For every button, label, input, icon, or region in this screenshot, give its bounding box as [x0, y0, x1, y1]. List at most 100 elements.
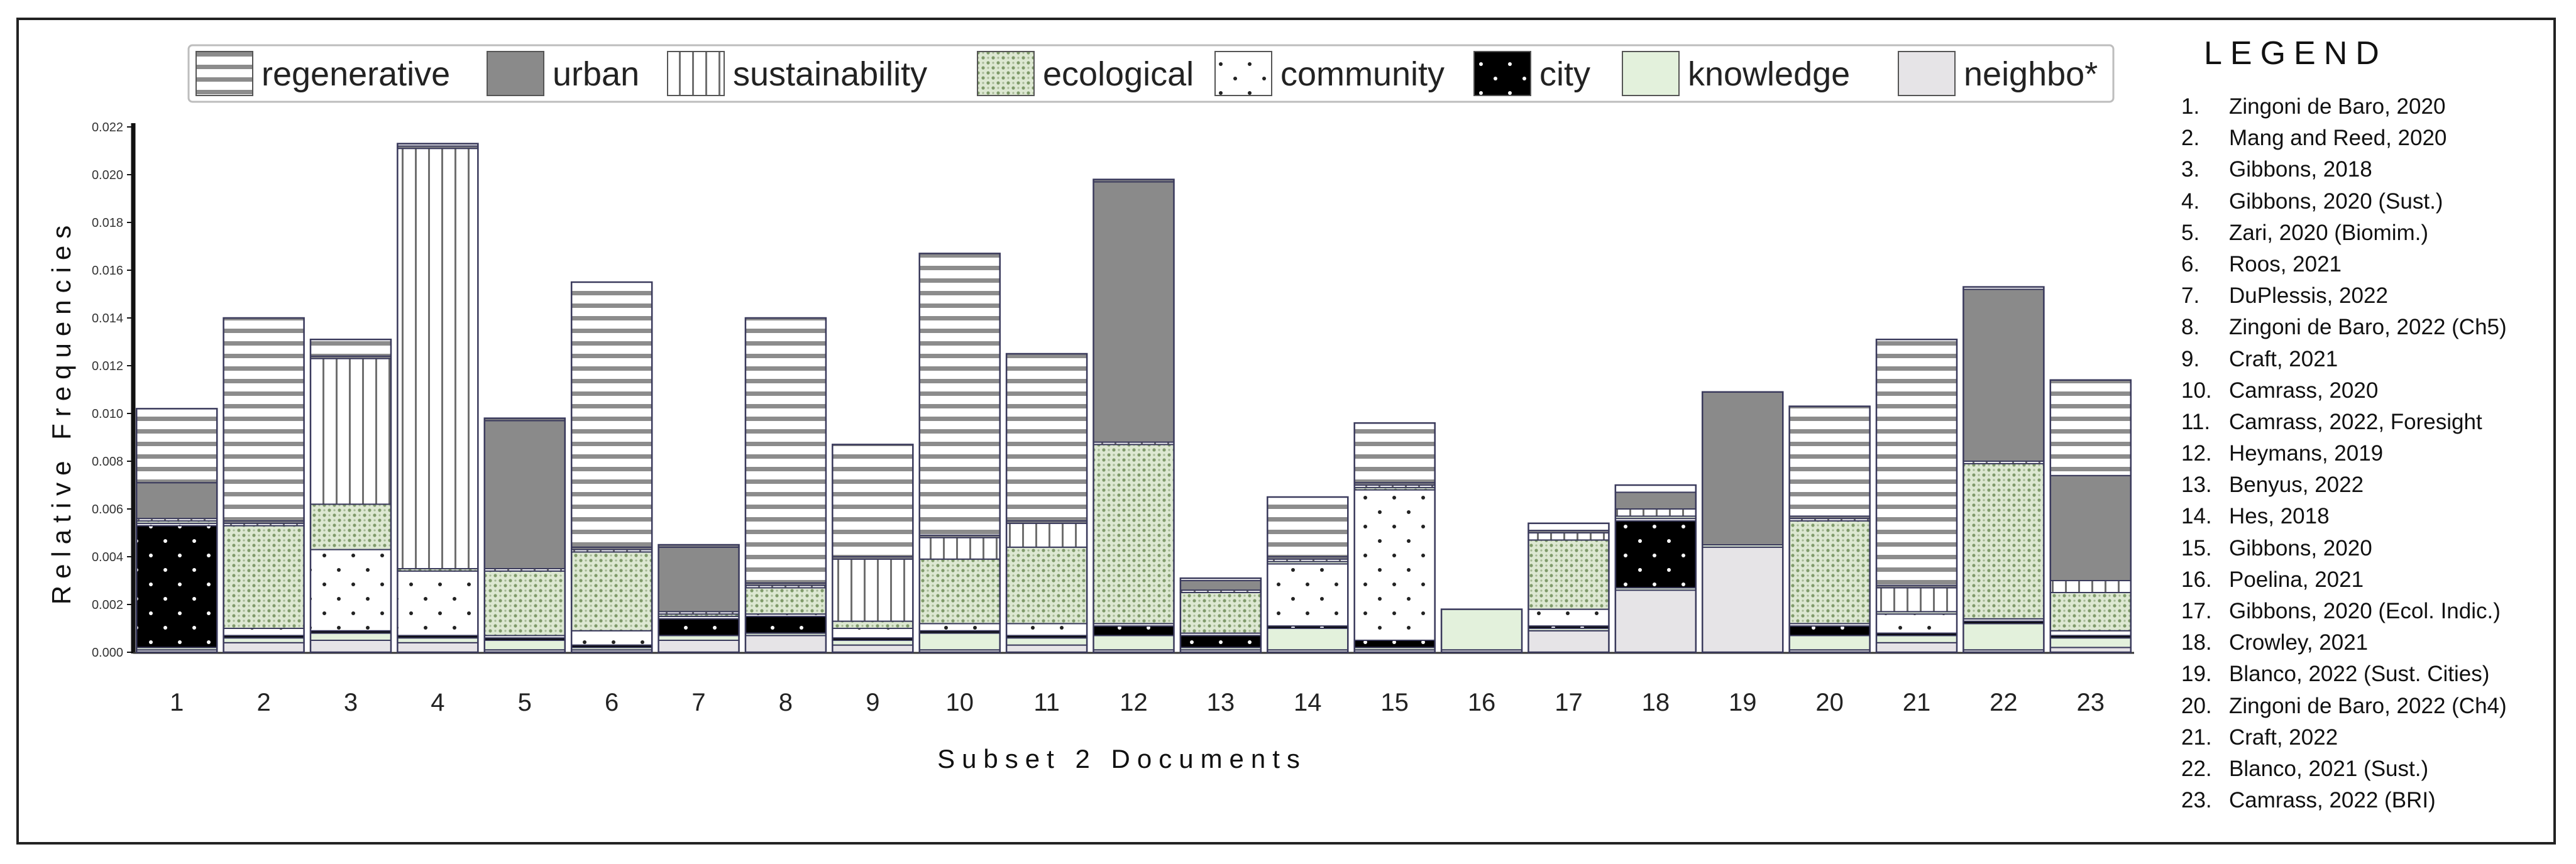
- bar-outline-11: [1005, 353, 1088, 653]
- bar-15-regenerative: [1353, 422, 1436, 484]
- bar-outline-22: [1962, 286, 2045, 653]
- series-legend: regenerative urban sustainability ecologica…: [187, 44, 2115, 103]
- bar-17-regenerative: [1527, 522, 1610, 532]
- bar-outline-14: [1267, 496, 1349, 653]
- bar-outline-23: [2049, 379, 2132, 653]
- bar-8-regenerative: [744, 317, 827, 584]
- bar-3-ecological: [309, 503, 392, 550]
- legend-label-urban: urban: [553, 55, 639, 93]
- bar-1-regenerative: [136, 408, 218, 484]
- legend-swatch-regenerative: [195, 51, 253, 96]
- x-tick-label: 11: [1033, 689, 1060, 716]
- reference-item-number: 13.: [2181, 473, 2212, 498]
- reference-item: 12. Heymans, 2019: [2169, 438, 2558, 469]
- reference-item-text: Zingoni de Baro, 2022 (Ch4): [2229, 693, 2507, 718]
- reference-item-number: 18.: [2181, 630, 2212, 655]
- bar-stack-19: [1701, 391, 1784, 653]
- bar-outline-3: [309, 338, 392, 653]
- bar-stack-13: [1179, 577, 1262, 653]
- reference-item-text: Craft, 2021: [2229, 346, 2338, 371]
- reference-item-text: Zingoni de Baro, 2022 (Ch5): [2229, 315, 2507, 340]
- bar-stack-4: [397, 143, 479, 653]
- bar-2-ecological: [223, 525, 305, 629]
- reference-item-text: Poelina, 2021: [2229, 567, 2364, 592]
- bar-4-neighbo: [397, 642, 479, 653]
- bar-outline-10: [918, 253, 1001, 653]
- bar-stack-5: [483, 417, 566, 653]
- bar-stack-15: [1353, 422, 1436, 653]
- reference-item-text: Zingoni de Baro, 2020: [2229, 94, 2446, 119]
- reference-item-number: 12.: [2181, 441, 2212, 466]
- reference-item-text: Blanco, 2022 (Sust. Cities): [2229, 662, 2490, 687]
- reference-item: 2. Mang and Reed, 2020: [2169, 123, 2558, 154]
- reference-item-number: 22.: [2181, 756, 2212, 781]
- bar-8-city: [744, 616, 827, 634]
- reference-item-number: 11.: [2181, 409, 2211, 434]
- reference-item-text: Camrass, 2020: [2229, 378, 2379, 403]
- x-tick-label: 7: [691, 689, 705, 716]
- legend-label-sustainability: sustainability: [733, 55, 927, 93]
- reference-item-number: 10.: [2181, 378, 2212, 403]
- bar-7-city: [658, 618, 740, 637]
- reference-item-number: 1.: [2181, 94, 2200, 119]
- bar-23-regenerative: [2049, 379, 2132, 476]
- reference-item: 19. Blanco, 2022 (Sust. Cities): [2169, 659, 2558, 690]
- bar-3-regenerative: [309, 339, 392, 357]
- bar-23-sustainability: [2049, 580, 2132, 593]
- reference-item-number: 8.: [2181, 315, 2200, 340]
- bar-stack-3: [309, 338, 392, 653]
- bar-13-urban: [1179, 580, 1262, 591]
- bar-21-sustainability: [1876, 587, 1958, 613]
- bar-outline-8: [744, 317, 827, 653]
- bar-stack-10: [918, 253, 1001, 653]
- bar-outline-12: [1093, 178, 1175, 653]
- bar-18-regenerative: [1614, 484, 1697, 493]
- bar-1-city: [136, 525, 218, 648]
- bar-23-ecological: [2049, 592, 2132, 632]
- bar-2-knowledge: [223, 637, 305, 643]
- bar-outline-19: [1701, 391, 1784, 653]
- bar-16-knowledge: [1441, 608, 1523, 651]
- reference-item-number: 14.: [2181, 504, 2212, 529]
- bar-12-urban: [1093, 181, 1175, 443]
- figure-frame: [16, 18, 2556, 845]
- bar-10-knowledge: [918, 632, 1001, 651]
- reference-item-text: Roos, 2021: [2229, 251, 2342, 276]
- reference-item: 5. Zari, 2020 (Biomim.): [2169, 217, 2558, 249]
- legend-swatch-urban: [487, 51, 544, 96]
- bar-15-city: [1353, 640, 1436, 648]
- bar-7-knowledge: [658, 635, 740, 642]
- bar-14-community: [1267, 563, 1349, 627]
- bar-20-regenerative: [1788, 405, 1871, 517]
- bar-11-neighbo: [1006, 644, 1088, 653]
- bar-3-neighbo: [309, 640, 392, 653]
- bar-8-ecological: [744, 587, 827, 615]
- x-tick-label: 16: [1468, 689, 1496, 716]
- reference-item-text: Zari, 2020 (Biomim.): [2229, 220, 2429, 245]
- x-tick-label: 17: [1555, 689, 1583, 716]
- reference-item-number: 7.: [2181, 283, 2200, 309]
- reference-item-text: Gibbons, 2020 (Ecol. Indic.): [2229, 599, 2501, 623]
- y-tick-label: 0.006: [92, 503, 123, 517]
- bar-outline-6: [570, 281, 653, 653]
- y-tick-label: 0.002: [92, 598, 123, 612]
- x-tick-label: 3: [344, 689, 358, 716]
- reference-item-number: 20.: [2181, 693, 2212, 718]
- reference-item: 22. Blanco, 2021 (Sust.): [2169, 753, 2558, 785]
- y-tick-label: 0.008: [92, 455, 123, 469]
- bar-10-community: [918, 623, 1001, 632]
- bar-21-regenerative: [1876, 339, 1958, 586]
- reference-legend-title: LEGEND: [2204, 35, 2387, 72]
- bar-stack-12: [1093, 178, 1175, 653]
- y-tick-label: 0.004: [92, 550, 123, 564]
- reference-item: 20. Zingoni de Baro, 2022 (Ch4): [2169, 691, 2558, 722]
- reference-item: 13. Benyus, 2022: [2169, 469, 2558, 501]
- bar-11-regenerative: [1006, 353, 1088, 522]
- bar-stack-18: [1614, 484, 1697, 653]
- bar-18-sustainability: [1614, 508, 1697, 517]
- bar-4-knowledge: [397, 637, 479, 643]
- reference-item-number: 23.: [2181, 788, 2212, 813]
- reference-item-text: Mang and Reed, 2020: [2229, 126, 2447, 151]
- x-tick-label: 4: [431, 689, 444, 716]
- bar-stack-21: [1875, 338, 1958, 653]
